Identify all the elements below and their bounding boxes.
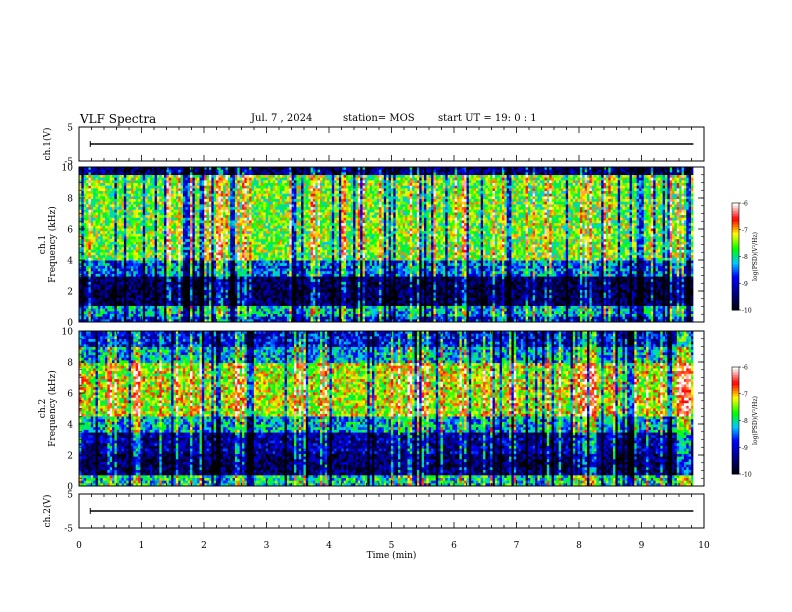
xtick-label: 10 [698,541,710,551]
panel-1-ylabel: ch.1 [38,235,48,254]
panel-3-ytick-label: -5 [64,525,73,535]
xtick-label: 8 [576,541,582,551]
panel-2-ytick-label: 0 [67,483,73,493]
colorbar-1-tick-label: -7 [742,227,748,234]
colorbar-2-tick-label: -8 [742,418,748,425]
spectrogram-2-image [79,331,694,487]
xtick-label: 7 [514,541,520,551]
xtick-label: 6 [451,541,457,551]
panel-1-ytick-label: 4 [67,257,73,267]
panel-2-ytick-label: 10 [62,328,74,338]
panel-2-ytick-label: 6 [67,390,73,400]
panel-2-ylabel: ch.2 [38,399,48,418]
colorbar-1 [732,203,739,311]
colorbar-1-tick-label: -10 [742,308,752,315]
panel-1-ytick-label: 0 [67,319,73,329]
xtick-label: 1 [139,541,145,551]
panel-2-ytick-label: 4 [67,421,73,431]
figure-title: VLF Spectra [80,112,156,126]
panel-1-ytick-label: 10 [62,164,74,174]
xtick-label: 0 [76,541,82,551]
colorbar-2-tick-label: -7 [742,391,748,398]
panel-1-ytick-label: 6 [67,226,73,236]
xtick-label: 9 [639,541,645,551]
colorbar-1-label: log(PSD)(V²/Hz) [752,232,759,281]
colorbar-2-label: log(PSD)(V²/Hz) [752,396,759,445]
station-label: station= MOS [343,113,415,124]
xtick-label: 2 [201,541,207,551]
xtick-label: 3 [264,541,270,551]
colorbar-1-tick-label: -8 [742,254,748,261]
panel-1-ylabel: Frequency (kHz) [47,206,58,283]
panel-2-ytick-label: 2 [67,452,73,462]
xtick-label: 5 [389,541,395,551]
xtick-label: 4 [326,541,332,551]
colorbar-1-tick-label: -9 [742,281,748,288]
panel-2-ylabel: Frequency (kHz) [47,370,58,447]
colorbar-1-tick-label: -6 [742,201,748,208]
panel-1-ytick-label: 8 [67,195,73,205]
xaxis-label: Time (min) [367,550,417,561]
colorbar-2-tick-label: -9 [742,445,748,452]
spectrogram-1-image [79,167,694,323]
spectrogram-1-nodata [693,167,704,322]
spectrogram-2-nodata [693,331,704,486]
panel-0-ylabel: ch.1(V) [42,128,53,161]
start-time-label: start UT = 19: 0 : 1 [438,113,537,124]
panel-3-ytick-label: 5 [67,491,73,501]
panel-1-ytick-label: 2 [67,288,73,298]
colorbar-2-tick-label: -6 [742,365,748,372]
colorbar-2 [732,367,739,475]
colorbar-2-tick-label: -10 [742,472,752,479]
panel-3-ylabel: ch.2(V) [42,495,53,528]
panel-0-ytick-label: -5 [64,158,73,168]
observation-date: Jul. 7 , 2024 [251,113,312,124]
panel-2-ytick-label: 8 [67,359,73,369]
panel-0-ytick-label: 5 [67,124,73,134]
